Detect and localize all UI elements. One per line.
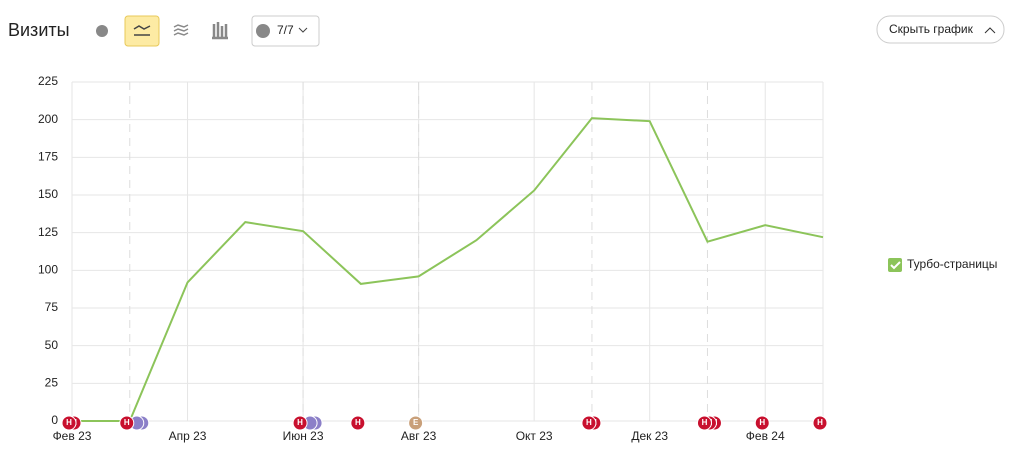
event-label: Е bbox=[413, 418, 419, 427]
event-label: Н bbox=[759, 418, 765, 427]
event-marker bbox=[350, 415, 366, 431]
title: Визиты bbox=[8, 20, 70, 40]
chart-type-bar[interactable] bbox=[212, 22, 228, 40]
event-label: Н bbox=[702, 418, 708, 427]
hide-chart-button[interactable]: Скрыть график bbox=[876, 15, 1005, 44]
chart-type-area[interactable] bbox=[173, 24, 189, 36]
y-tick-label: 175 bbox=[38, 150, 58, 164]
event-marker bbox=[408, 415, 424, 431]
hide-chart-label: Скрыть график bbox=[889, 22, 974, 36]
y-tick-label: 225 bbox=[38, 74, 58, 88]
event-label: Н bbox=[297, 418, 303, 427]
event-label: Н bbox=[355, 418, 361, 427]
legend-check bbox=[890, 261, 901, 270]
x-tick-label: Апр 23 bbox=[169, 429, 207, 443]
event-marker bbox=[696, 415, 712, 431]
x-tick-label: Дек 23 bbox=[631, 429, 668, 443]
y-tick-label: 200 bbox=[38, 112, 58, 126]
x-tick-label: Окт 23 bbox=[516, 429, 553, 443]
x-tick-label: Июн 23 bbox=[283, 429, 324, 443]
y-tick-label: 75 bbox=[45, 300, 59, 314]
event-label: Н bbox=[586, 418, 592, 427]
y-tick-label: 50 bbox=[45, 338, 59, 352]
event-label: Н bbox=[124, 418, 130, 427]
event-marker bbox=[61, 415, 77, 431]
event-marker bbox=[292, 415, 308, 431]
event-marker bbox=[754, 415, 770, 431]
legend-checkbox[interactable] bbox=[888, 258, 902, 272]
x-tick-label: Фев 24 bbox=[746, 429, 785, 443]
y-tick-label: 100 bbox=[38, 263, 58, 277]
event-label: Н bbox=[66, 418, 72, 427]
x-tick-label: Авг 23 bbox=[401, 429, 437, 443]
line bbox=[72, 117, 824, 422]
legend-label: Турбо-страницы bbox=[907, 257, 997, 271]
y-tick-label: 0 bbox=[51, 413, 58, 427]
event-marker bbox=[119, 415, 135, 431]
y-tick-label: 25 bbox=[45, 376, 59, 390]
chart-type-line[interactable] bbox=[124, 15, 160, 47]
notes-button[interactable]: 7/7 bbox=[251, 15, 320, 47]
event-label: Н bbox=[817, 418, 823, 427]
y-tick-label: 150 bbox=[38, 187, 58, 201]
event-marker bbox=[812, 415, 828, 431]
chart-type-pie[interactable] bbox=[96, 25, 108, 37]
notes-counter: 7/7 bbox=[277, 23, 294, 37]
event-marker bbox=[581, 415, 597, 431]
x-tick-label: Фев 23 bbox=[53, 429, 92, 443]
y-tick-label: 125 bbox=[38, 225, 58, 239]
